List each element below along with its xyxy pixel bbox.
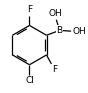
Text: B: B bbox=[57, 26, 63, 35]
Text: OH: OH bbox=[49, 9, 62, 18]
Text: F: F bbox=[27, 5, 32, 14]
Text: OH: OH bbox=[73, 27, 87, 36]
Text: Cl: Cl bbox=[25, 76, 34, 85]
Text: F: F bbox=[52, 65, 57, 74]
